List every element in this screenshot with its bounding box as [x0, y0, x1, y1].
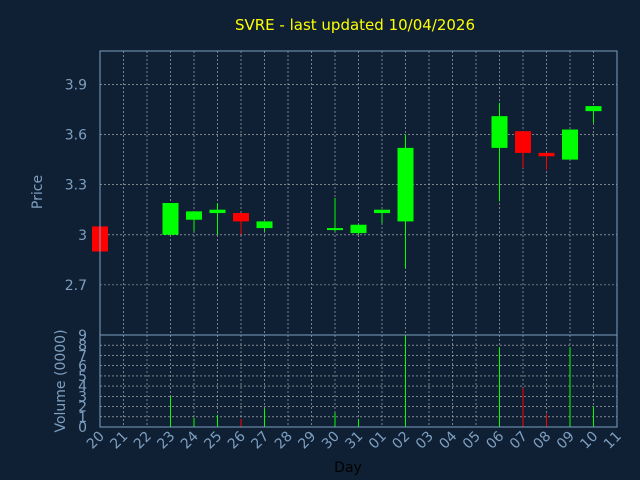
candle-body	[585, 106, 602, 112]
volume-tick-label: 7	[78, 348, 87, 364]
candle-body	[491, 116, 508, 148]
volume-tick-label: 9	[78, 328, 87, 344]
volume-panel-border	[99, 334, 618, 428]
price-tick-label: 3	[78, 228, 87, 244]
volume-tick-label: 6	[78, 359, 87, 375]
price-tick-label: 3.3	[65, 178, 87, 194]
candle-body	[562, 129, 578, 160]
candle-body	[350, 224, 367, 234]
candle-body	[538, 152, 555, 157]
candle-body	[397, 147, 414, 222]
price-axis-label: Price	[30, 175, 46, 209]
volume-axis-label: Volume (0000)	[53, 329, 69, 432]
candle-body	[256, 221, 273, 229]
candle-body	[186, 211, 202, 220]
volume-tick-label: 1	[78, 410, 87, 426]
price-tick-label: 3.9	[65, 77, 87, 93]
volume-bars	[170, 335, 594, 427]
candle-body	[209, 209, 226, 214]
volume-tick-label: 3	[78, 389, 87, 405]
volume-tick-label: 8	[78, 338, 87, 354]
volume-tick-label: 5	[78, 369, 87, 385]
price-candles	[92, 102, 602, 269]
chart-title: SVRE - last updated 10/04/2026	[235, 16, 475, 34]
candle-body	[515, 131, 531, 153]
volume-tick-label: 2	[78, 400, 87, 416]
price-tick-label: 2.7	[65, 278, 87, 294]
candle-body	[162, 203, 179, 235]
candle-body	[233, 213, 249, 222]
volume-tick-label: 0	[78, 420, 87, 436]
volume-tick-label: 4	[78, 379, 87, 395]
x-axis-label: Day	[334, 460, 362, 476]
price-tick-label: 3.6	[65, 128, 87, 144]
candle-body	[374, 209, 390, 214]
candle-body	[327, 228, 343, 231]
